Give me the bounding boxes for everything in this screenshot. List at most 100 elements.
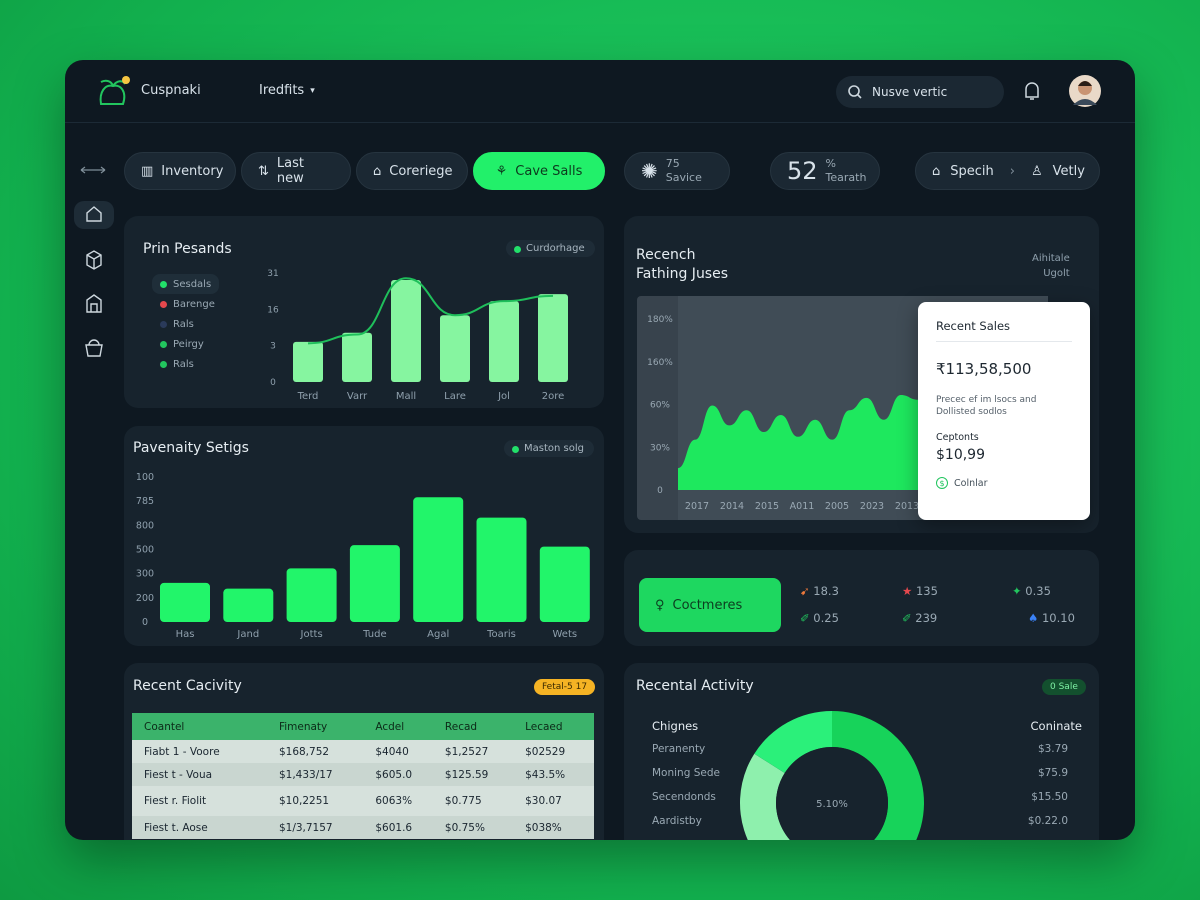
x-tick-label: Jotts bbox=[300, 629, 323, 640]
legend: Sesdals Barenge Rals Peirgy Rals bbox=[152, 274, 220, 374]
cell: $605.0 bbox=[375, 768, 413, 781]
panel-customers: ♀ Coctmeres ➹ 18.3 ★ 135 ✦ 0.35 ✐ 0.25 ✐ … bbox=[624, 550, 1099, 646]
collapse-icon[interactable] bbox=[79, 164, 107, 176]
panel-title: Pavenaity Setigs bbox=[133, 440, 249, 456]
panel-area: Recench Fathing Juses Aihitale Ugolt 0 30% 6… bbox=[624, 216, 1099, 533]
badge: 0 Sale bbox=[1042, 679, 1086, 695]
x-tick-label: Has bbox=[176, 629, 195, 640]
dropdown-line[interactable]: Ugolt bbox=[1043, 268, 1070, 279]
cell: $1,433/17 bbox=[278, 768, 333, 781]
panel-title: Recent Cacivity bbox=[133, 678, 242, 694]
avatar[interactable] bbox=[1068, 74, 1102, 108]
badge: Fetal-5 17 bbox=[534, 679, 596, 695]
list-row: Peranenty $3.79 bbox=[652, 743, 1082, 767]
legend-item: Rals bbox=[160, 354, 219, 374]
link-text[interactable]: Colnlar bbox=[954, 477, 988, 489]
search[interactable]: Nusve vertic bbox=[836, 76, 1004, 108]
y-tick-label: 60% bbox=[650, 401, 670, 411]
chart: 5.10% bbox=[740, 711, 924, 840]
menu[interactable]: Iredfits ▾ bbox=[259, 83, 315, 98]
y-tick-label: 200 bbox=[136, 593, 154, 604]
legend-label: Peirgy bbox=[173, 338, 204, 350]
cell: Fiest t - Voua bbox=[144, 768, 213, 781]
chart: 0 3 16 31 Terd Varr Mall Lare Jol 2ore bbox=[267, 269, 568, 402]
legend-label: Barenge bbox=[173, 298, 215, 310]
dropdown[interactable]: Aihitale Ugolt bbox=[1032, 251, 1070, 281]
stat: ➹ 18.3 bbox=[800, 584, 839, 598]
tab-label[interactable]: Inventory bbox=[161, 163, 224, 179]
cell: $038% bbox=[525, 821, 562, 834]
legend-item: Barenge bbox=[160, 294, 219, 314]
panel-title: Prin Pesands bbox=[143, 241, 232, 257]
stat: ✐ 239 bbox=[902, 611, 938, 625]
button-label[interactable]: Coctmeres bbox=[672, 597, 743, 613]
list-value: $3.79 bbox=[1037, 743, 1068, 755]
header-cell: Fimenaty bbox=[278, 720, 328, 733]
tab[interactable]: ⌂ Coreriege bbox=[356, 152, 468, 190]
header: Cuspnaki Iredfits ▾ Nusve vertic bbox=[65, 60, 1135, 123]
tab-label[interactable]: Cave Salls bbox=[515, 163, 583, 179]
y-tick-label: 16 bbox=[267, 305, 279, 315]
y-tick-label: 100 bbox=[136, 472, 154, 483]
bar bbox=[286, 568, 337, 622]
list-header: Chignes Coninate bbox=[652, 719, 1082, 743]
bar bbox=[489, 301, 519, 382]
nav-home[interactable] bbox=[74, 201, 114, 229]
legend-swatch bbox=[160, 300, 167, 308]
y-tick-label: 300 bbox=[136, 569, 154, 580]
cell: $1/3,7157 bbox=[278, 821, 333, 834]
bell-icon[interactable] bbox=[1023, 81, 1041, 101]
stat-value: 239 bbox=[915, 611, 938, 625]
list-row: Moning Sede $75.9 bbox=[652, 767, 1082, 791]
customers-button[interactable]: ♀ Coctmeres bbox=[639, 578, 781, 632]
bar bbox=[538, 294, 568, 382]
tab-active[interactable]: ⚘ Cave Salls bbox=[473, 152, 605, 190]
tab[interactable]: ⇅ Last new bbox=[241, 152, 351, 190]
y-tick-label: 160% bbox=[647, 358, 673, 368]
search-text[interactable]: Nusve vertic bbox=[872, 85, 948, 99]
cell: $30.07 bbox=[525, 795, 562, 807]
panel-title: Recench Fathing Juses bbox=[636, 246, 728, 284]
bar bbox=[413, 497, 464, 622]
tooltip-link[interactable]: $ Colnlar bbox=[936, 477, 1072, 489]
table-header: Coantel Fimenaty Acdel Recad Lecaed bbox=[132, 713, 594, 740]
table-row: Fiest t - Voua $1,433/17 $605.0 $125.59 $43.… bbox=[132, 763, 594, 786]
tooltip-value: $10,99 bbox=[936, 447, 985, 463]
tooltip-note: Precec ef im lsocs and Dollisted sodlos bbox=[936, 394, 1072, 418]
dropdown-line[interactable]: Aihitale bbox=[1032, 253, 1070, 264]
nav-item[interactable]: Vetly bbox=[1052, 163, 1085, 179]
x-tick-label: 2005 bbox=[825, 501, 849, 512]
bar bbox=[476, 517, 527, 622]
tooltip-label: Ceptonts bbox=[936, 432, 979, 443]
header-cell: Coantel bbox=[144, 720, 185, 733]
donut-segment bbox=[832, 711, 924, 840]
bar bbox=[342, 332, 372, 382]
x-tick-label: Tude bbox=[362, 629, 386, 640]
cell: $1,2527 bbox=[444, 745, 489, 758]
stat-value: 0.25 bbox=[813, 611, 839, 625]
bar bbox=[391, 280, 421, 382]
list-label: Moning Sede bbox=[652, 767, 720, 779]
title-line: Recench bbox=[636, 247, 696, 263]
tooltip-amount: ₹113,58,500 bbox=[936, 360, 1032, 378]
nav-box[interactable] bbox=[74, 246, 114, 274]
cell: Fiabt 1 - Voore bbox=[144, 745, 220, 758]
nav-item[interactable]: Specih bbox=[950, 163, 994, 179]
stat: ★ 135 bbox=[902, 584, 938, 598]
menu-label[interactable]: Iredfits bbox=[259, 83, 305, 98]
tab-label[interactable]: Last new bbox=[276, 156, 304, 186]
legend-swatch bbox=[160, 360, 167, 368]
list-value: $0.22.0 bbox=[1027, 815, 1068, 827]
tab[interactable]: ▥ Inventory bbox=[124, 152, 236, 190]
nav-bag[interactable] bbox=[74, 334, 114, 362]
tab-label[interactable]: Coreriege bbox=[389, 163, 453, 179]
list-header-cell: Chignes bbox=[652, 719, 699, 733]
bar bbox=[223, 588, 274, 622]
y-tick-label: 30% bbox=[650, 443, 670, 453]
cell: $10,2251 bbox=[278, 795, 330, 807]
y-tick-label: 500 bbox=[136, 545, 154, 556]
cell: $0.775 bbox=[444, 795, 482, 807]
nav-store[interactable] bbox=[74, 290, 114, 318]
list-label: Aardistby bbox=[652, 815, 702, 827]
